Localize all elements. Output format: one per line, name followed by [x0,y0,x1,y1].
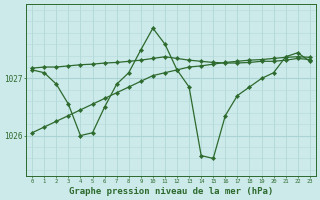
X-axis label: Graphe pression niveau de la mer (hPa): Graphe pression niveau de la mer (hPa) [69,187,273,196]
